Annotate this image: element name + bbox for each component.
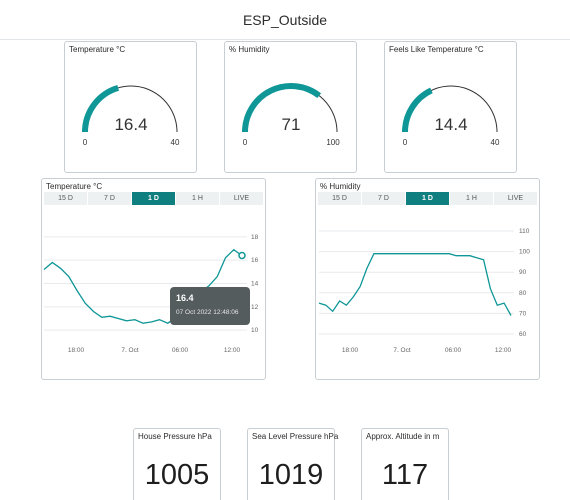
range-tabs: 15 D 7 D 1 D 1 H LIVE [44,192,264,205]
chart-tooltip: 16.4 07 Oct 2022 12:48:06 [170,287,250,325]
series-line [43,248,243,324]
top-bar: ESP_Outside [0,0,570,40]
y-tick-label: 70 [519,310,527,317]
tile-value: 1019 [258,459,324,491]
gauge-value: 71 [282,115,301,134]
tab-1h[interactable]: 1 H [450,192,494,205]
gauge-card-feels-like: Feels Like Temperature °C 14.4 0 40 [384,41,517,173]
gauge-card-temperature: Temperature °C 16.4 0 40 [64,41,197,173]
page-title: ESP_Outside [242,11,328,28]
y-tick-label: 60 [519,331,527,338]
tile-title: Sea Level Pressure hPa [252,432,339,441]
tile-value: 117 [381,459,429,491]
tile-altitude: Approx. Altitude in m 117 [361,428,449,500]
tab-7d[interactable]: 7 D [88,192,132,205]
gauge-value: 14.4 [434,115,467,134]
chart-title: % Humidity [320,182,361,191]
gauge-fill [242,83,322,133]
tooltip-value: 16.4 [176,293,194,303]
tab-1d[interactable]: 1 D [406,192,450,205]
gauge-value: 16.4 [114,115,147,134]
y-tick-label: 16 [251,257,259,264]
tab-15d[interactable]: 15 D [44,192,88,205]
range-tabs: 15 D 7 D 1 D 1 H LIVE [318,192,538,205]
y-tick-label: 14 [251,281,259,288]
gauge-fill [402,87,433,133]
gauge-max-label: 40 [491,138,500,147]
gauge-title: Temperature °C [69,45,126,54]
tile-title: Approx. Altitude in m [366,432,440,441]
tab-15d[interactable]: 15 D [318,192,362,205]
tile-house-pressure: House Pressure hPa 1005 [133,428,221,500]
x-tick-label: 7. Oct [393,347,411,354]
gauge-max-label: 40 [171,138,180,147]
x-tick-label: 12:00 [224,347,241,354]
gauge-min-label: 0 [243,138,248,147]
chart-title: Temperature °C [46,182,103,191]
x-tick-label: 12:00 [495,347,512,354]
y-tick-label: 100 [519,249,530,256]
chart-card-humidity: % Humidity 15 D 7 D 1 D 1 H LIVE 110 100 9… [315,178,540,380]
x-tick-label: 18:00 [68,347,85,354]
y-tick-label: 80 [519,290,527,297]
tile-title: House Pressure hPa [138,432,212,441]
gauge-max-label: 100 [326,138,340,147]
y-tick-label: 18 [251,234,259,241]
tile-value: 1005 [144,459,210,491]
gauge-min-label: 0 [403,138,408,147]
temperature-line-chart[interactable]: 18 16 14 12 10 18:00 7. Oct 06:00 12:00 [42,179,267,381]
gauge-fill [82,84,120,133]
y-tick-label: 90 [519,269,527,276]
y-tick-label: 12 [251,304,259,311]
x-tick-label: 06:00 [445,347,462,354]
gauge-humidity: 71 0 100 [242,83,340,147]
gauge-title: % Humidity [229,45,270,54]
x-tick-label: 18:00 [342,347,359,354]
gauge-feels-like: 14.4 0 40 [402,85,500,147]
gauge-min-label: 0 [83,138,88,147]
tab-1h[interactable]: 1 H [176,192,220,205]
gauge-temperature: 16.4 0 40 [82,84,180,147]
y-tick-label: 110 [519,228,530,235]
x-tick-label: 7. Oct [121,347,139,354]
chart-card-temperature: Temperature °C 15 D 7 D 1 D 1 H LIVE 18 1… [41,178,266,380]
tooltip-time: 07 Oct 2022 12:48:06 [176,309,239,316]
gauge-card-humidity: % Humidity 71 0 100 [224,41,357,173]
tab-live[interactable]: LIVE [220,192,264,205]
tile-sea-level-pressure: Sea Level Pressure hPa 1019 [247,428,339,500]
x-tick-label: 06:00 [172,347,189,354]
tab-7d[interactable]: 7 D [362,192,406,205]
series-line [318,253,512,316]
tab-live[interactable]: LIVE [494,192,538,205]
gauge-title: Feels Like Temperature °C [389,45,484,54]
tab-1d[interactable]: 1 D [132,192,176,205]
y-tick-label: 10 [251,327,259,334]
humidity-line-chart[interactable]: 110 100 90 80 70 60 18:00 7. Oct 06:00 12:00 [316,179,541,381]
hover-point [238,251,246,260]
